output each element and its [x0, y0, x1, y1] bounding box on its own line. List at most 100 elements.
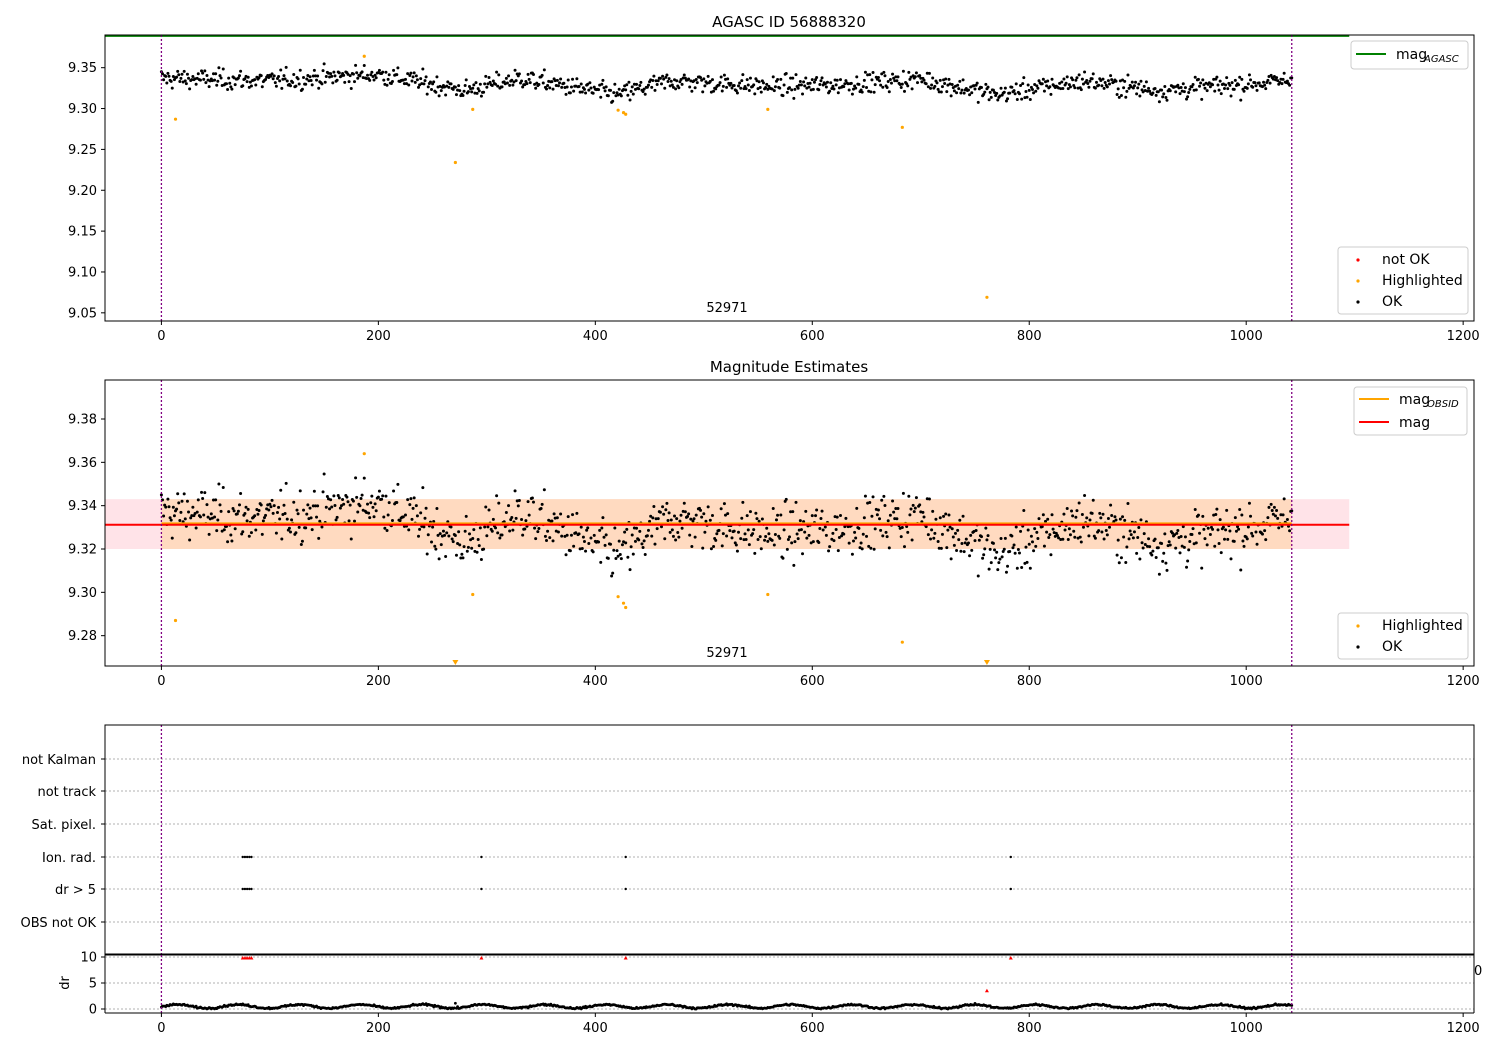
ok-point: [748, 76, 752, 80]
ok-point: [616, 554, 620, 558]
ok-point: [991, 88, 995, 92]
ok-point: [1006, 564, 1010, 568]
ok-point: [235, 512, 239, 516]
ok-point: [239, 491, 243, 495]
ok-point: [887, 90, 891, 94]
ok-point: [962, 550, 966, 554]
ok-point: [963, 541, 967, 545]
ok-point: [801, 552, 805, 556]
ok-point: [451, 87, 455, 91]
ok-point: [828, 545, 832, 549]
ok-point: [170, 536, 174, 540]
ok-point: [466, 545, 470, 549]
ok-point: [1093, 536, 1097, 540]
panel-magnitude-annotation: 52971: [706, 646, 747, 661]
ok-point: [1156, 546, 1160, 550]
ok-point: [182, 492, 186, 496]
ok-point: [871, 71, 875, 75]
ok-point: [1139, 518, 1143, 522]
ok-point: [1116, 87, 1120, 91]
ok-point: [217, 482, 221, 486]
ok-point: [275, 511, 279, 515]
ok-point: [407, 528, 411, 532]
ok-point: [1263, 529, 1267, 533]
highlighted-point: [985, 295, 989, 299]
ok-point: [627, 80, 631, 84]
highlighted-point: [624, 112, 628, 116]
ok-point: [349, 537, 353, 541]
ok-point: [337, 71, 341, 75]
ok-point: [862, 78, 866, 82]
highlighted-point: [453, 160, 457, 165]
ok-point: [1033, 527, 1037, 531]
ok-point: [970, 548, 974, 552]
ok-point: [803, 530, 807, 534]
ok-point: [1015, 97, 1019, 101]
ok-point: [526, 500, 530, 504]
ok-point: [424, 506, 428, 510]
ok-point: [860, 90, 864, 94]
ok-point: [421, 67, 425, 71]
ok-point: [305, 77, 309, 81]
ok-point: [441, 529, 445, 533]
ok-point: [804, 509, 808, 513]
ok-point: [646, 528, 650, 532]
ok-point: [789, 76, 793, 80]
ok-point: [292, 73, 296, 77]
ok-point: [699, 508, 703, 512]
ok-point: [524, 519, 528, 523]
ok-point: [1200, 97, 1204, 101]
ok-point: [261, 519, 265, 523]
ok-point: [880, 72, 884, 76]
ok-point: [1097, 83, 1101, 87]
ok-point: [269, 505, 273, 509]
ok-point: [540, 73, 544, 77]
ok-point: [534, 86, 538, 90]
ok-point: [531, 73, 535, 77]
ok-point: [227, 510, 231, 514]
ok-point: [536, 530, 540, 534]
legend-label: OK: [1382, 639, 1403, 655]
ok-point: [956, 83, 960, 87]
ok-point: [1257, 81, 1261, 85]
ok-point: [545, 87, 549, 91]
ok-point: [406, 498, 410, 502]
ok-point: [1200, 566, 1204, 570]
ok-point: [372, 515, 376, 519]
ok-point: [726, 512, 730, 516]
ok-point: [500, 85, 504, 89]
ok-point: [763, 538, 767, 542]
y-tick-label: 9.34: [68, 499, 97, 514]
dr-clipped-marker: [479, 956, 484, 960]
ok-point: [617, 539, 621, 543]
ok-point: [690, 544, 694, 548]
ok-point: [1186, 95, 1190, 99]
ok-point: [989, 561, 993, 565]
ok-point: [166, 71, 170, 75]
ok-point: [551, 539, 555, 543]
ok-point: [1046, 517, 1050, 521]
ok-point: [843, 525, 847, 529]
ok-point: [940, 532, 944, 536]
highlighted-point: [624, 605, 628, 610]
ok-point: [952, 543, 956, 547]
ok-point: [614, 557, 618, 561]
y-tick-label: 9.32: [68, 543, 97, 558]
ok-point: [419, 77, 423, 81]
ok-point: [1036, 86, 1040, 90]
ok-point: [271, 511, 275, 515]
ok-point: [932, 536, 936, 540]
ok-point: [1117, 95, 1121, 99]
ok-point: [292, 500, 296, 504]
legend-label-sub: OBSID: [1427, 399, 1459, 410]
ok-point: [910, 538, 914, 542]
ok-point: [977, 538, 981, 542]
ok-point: [411, 506, 415, 510]
ok-point: [814, 514, 818, 518]
ok-point: [358, 74, 362, 78]
ok-point: [1288, 83, 1292, 87]
ok-point: [961, 78, 965, 82]
ok-point: [369, 501, 373, 505]
ok-point: [381, 494, 385, 498]
